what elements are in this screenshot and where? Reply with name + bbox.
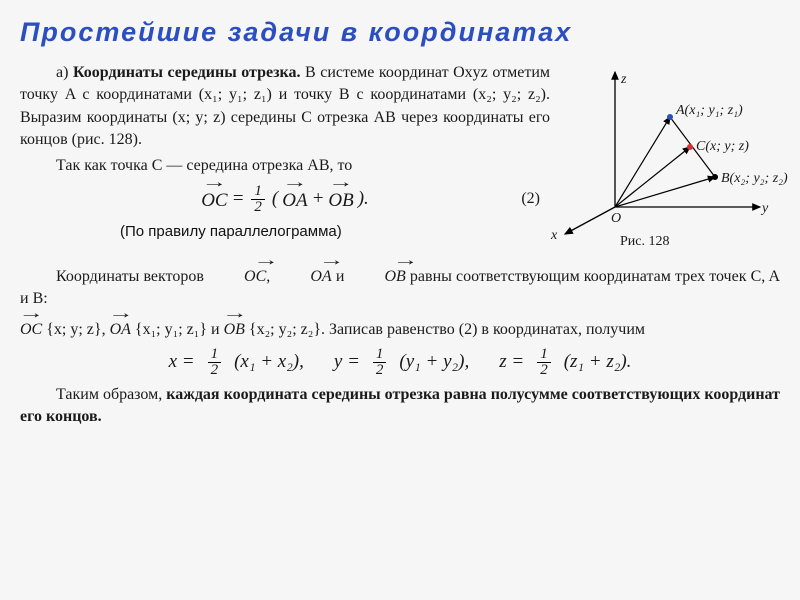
- final-lead: Таким образом,: [56, 386, 166, 403]
- equation-number: (2): [521, 188, 540, 210]
- paragraph-4: OC {x; y; z}, OA {x₁; y₁; z₁} и OB {x₂; …: [20, 315, 780, 341]
- section-heading: Координаты середины отрезка.: [73, 64, 301, 81]
- and-1: и: [336, 268, 349, 285]
- formula-z: (z₁ + z₂).: [564, 349, 632, 376]
- vec-ob-3: OB: [224, 315, 245, 341]
- formulas-xyz: x =12(x₁ + x₂), y =12(y₁ + y₂), z =12(z₁…: [20, 347, 780, 378]
- vec-oa-1: OA: [282, 184, 307, 215]
- paragraph-3: Координаты векторов OC, OA и OB равны со…: [20, 262, 780, 311]
- coords-oa: {x₁; y₁; z₁}: [135, 321, 207, 338]
- sep1: ,: [266, 268, 274, 285]
- vec-oa-3: OA: [110, 315, 131, 341]
- vec-ob-1: OB: [328, 184, 353, 215]
- content: Рис. 128 zxyOA(x₁; y₁; z₁)C(x; y; z)B(x₂…: [20, 62, 780, 429]
- vec-ob-2: OB: [348, 262, 405, 288]
- figure-caption: Рис. 128: [620, 232, 670, 252]
- coords-ob: {x₂; y₂; z₂}: [249, 321, 321, 338]
- page-title: Простейшие задачи в координатах: [20, 14, 780, 52]
- sep2: ,: [102, 321, 110, 338]
- vec-oc-1: OC: [201, 184, 227, 215]
- and-2: и: [211, 321, 224, 338]
- section-label: а): [56, 64, 68, 81]
- formula-y: (y₁ + y₂),: [399, 349, 469, 376]
- vec-oc-3: OC: [20, 315, 42, 341]
- vec-oa-2: OA: [274, 262, 331, 288]
- coords-oc: {x; y; z}: [46, 321, 101, 338]
- paragraph-final: Таким образом, каждая координата середин…: [20, 384, 780, 429]
- formula-x: (x₁ + x₂),: [234, 349, 304, 376]
- para3-a: Координаты векторов: [56, 268, 208, 285]
- formula-2: OC = 12 (OA + OB). (2): [20, 184, 550, 215]
- figure-128: Рис. 128 zxyOA(x₁; y₁; z₁)C(x; y; z)B(x₂…: [560, 62, 780, 252]
- para4-suffix: . Записав равенство (2) в координатах, п…: [321, 321, 645, 338]
